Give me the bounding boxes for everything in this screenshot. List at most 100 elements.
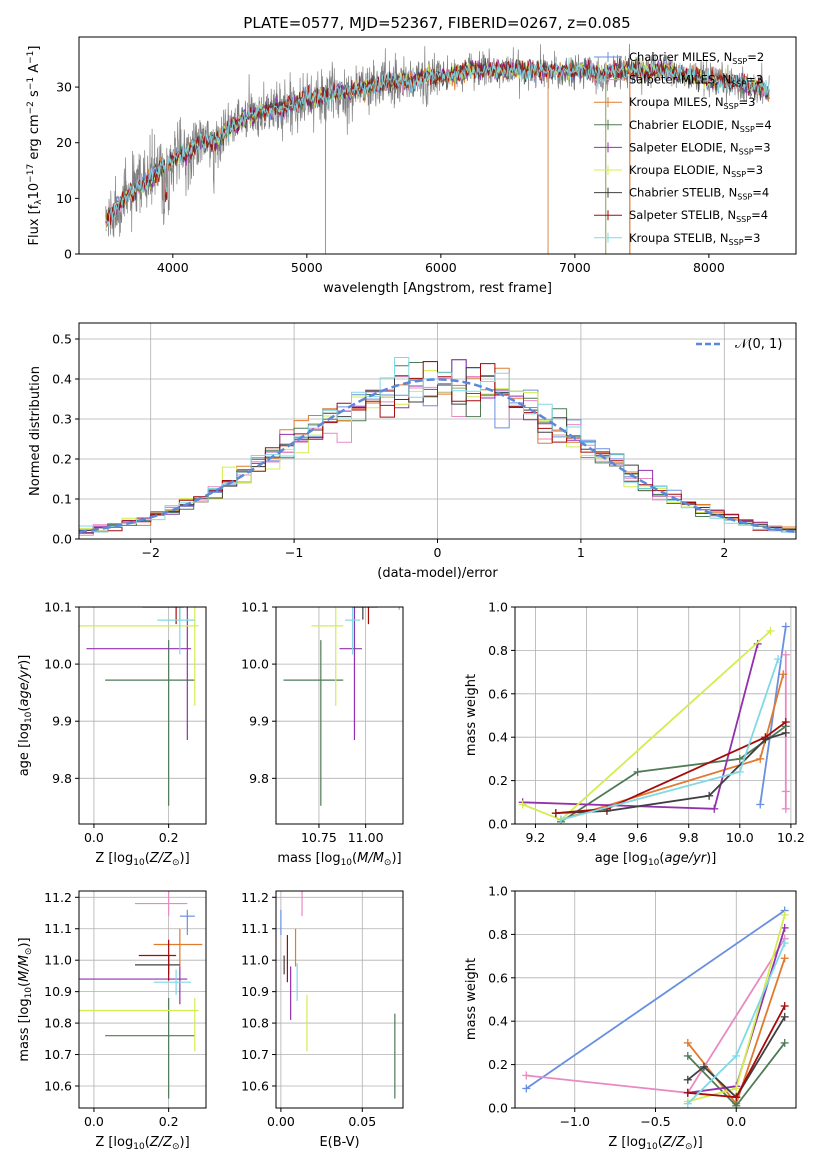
age-vs-Z-frame [78,606,207,825]
histogram-kroupa-stelib [79,357,796,539]
x-axis-label: wavelength [Angstrom, rest frame] [323,281,552,296]
x-tick-label: 9.8 [679,830,699,845]
y-tick-label: 0.5 [52,332,72,347]
errorbar-chabrier-elodie [105,997,195,1099]
y-tick-label: 0.6 [488,970,508,985]
x-tick-label: 4000 [157,260,189,275]
series-chabrier-elodie [683,1038,789,1108]
y-tick-label: 30 [56,80,72,95]
x-axis-label: mass [log10(M/M⊙)] [277,851,401,868]
x-tick-label: 1 [577,545,585,560]
errorbar-salpeter-miles [135,891,188,917]
mass-vs-Z-plot [79,891,203,1099]
legend-label: Chabrier STELIB, NSSP=4 [629,186,769,202]
x-tick-label: 0 [434,545,442,560]
residuals-plot [79,357,796,539]
errorbar-kroupa-stelib [157,607,195,655]
mass-weight-vs-age-axes: 9.2 9.4 9.6 9.8 10.0 10.2 0.0 0.2 0.4 0.6 0.8 1.0 ag… [464,600,805,869]
series-kroupa-stelib [556,655,783,824]
mass-vs-Z-frame [78,890,207,1109]
residuals-axes: −2 −1 0 1 2 0.0 0.1 0.2 0.3 0.4 0.5 (data-model)/er… [28,322,797,581]
series-salpeter-stelib [683,1002,789,1102]
age-vs-mass-axes: 10.75 11.00 9.8 9.9 10.0 10.1 mass [log10(M/M⊙… [241,600,404,868]
x-tick-label: 10.0 [726,830,754,845]
y-tick-label: 0.2 [488,1057,508,1072]
model-spectrum-kroupa-stelib [105,57,770,228]
y-tick-label: 20 [56,135,72,150]
errorbar-salpeter-elodie [86,607,192,741]
x-axis-label: Z [log10(Z/Z⊙)] [95,1135,189,1152]
y-axis-label: mass weight [464,674,479,756]
x-tick-label: 0.0 [726,1114,746,1129]
y-tick-label: 0 [64,247,72,262]
x-tick-label: 7000 [559,260,591,275]
x-tick-label: 0.2 [159,1114,179,1129]
y-tick-label: 10.0 [44,657,72,672]
y-tick-label: 10.6 [44,1078,72,1093]
legend-label: Salpeter MILES, NSSP=3 [629,73,763,89]
x-tick-label: −2 [141,545,159,560]
x-tick-label: 0.2 [159,830,179,845]
y-tick-label: 9.8 [249,771,269,786]
x-axis-label: E(B-V) [319,1135,359,1150]
series-salpeter-elodie [518,639,762,813]
x-tick-label: −1 [285,545,303,560]
y-tick-label: 0.2 [52,452,72,467]
spectrum-axes: 4000 5000 6000 7000 8000 0 10 20 30 wavelength [A… [26,36,797,296]
spectrum-frame [78,36,797,255]
y-tick-label: 0.0 [52,532,72,547]
y-tick-label: 11.0 [44,953,72,968]
x-tick-label: −0.5 [640,1114,670,1129]
y-tick-label: 9.9 [52,714,72,729]
y-tick-label: 11.2 [241,890,269,905]
errorbar-chabrier-elodie [105,640,195,806]
y-tick-label: 0.2 [488,773,508,788]
y-axis-label: Flux [fλ10−17 erg cm−2 s−1 A−1] [26,46,44,246]
errorbar-salpeter-elodie [79,966,188,1005]
mass-weight-vs-age-plot [518,622,790,824]
errorbar-chabrier-stelib [135,955,180,975]
y-tick-label: 0.8 [488,643,508,658]
age-vs-mass-plot [283,607,400,806]
series-chabrier-miles [522,906,789,1093]
mass-vs-ebv-plot [280,891,396,1099]
errorbar-kroupa-miles [153,928,203,967]
x-tick-label: 5000 [291,260,323,275]
x-tick-label: 2 [720,545,728,560]
x-tick-label: 9.2 [525,830,545,845]
errorbar-kroupa-elodie [79,607,199,706]
y-tick-label: 0.0 [488,1101,508,1116]
legend-label: Kroupa STELIB, NSSP=3 [629,231,760,247]
y-tick-label: 0.3 [52,412,72,427]
legend-label: Chabrier MILES, NSSP=2 [629,50,764,66]
histogram-salpeter-stelib [79,361,796,539]
y-tick-label: 10.8 [241,1016,269,1031]
y-axis-label: mass [log10(M/M⊙)] [17,937,34,1061]
errorbar-kroupa-stelib [345,607,361,655]
errorbar-chabrier-miles [179,909,195,936]
y-tick-label: 11.2 [44,890,72,905]
y-tick-label: 9.9 [249,714,269,729]
series-salpeter-stelib [551,718,790,818]
y-tick-label: 1.0 [488,600,508,615]
y-tick-label: 11.1 [44,921,72,936]
x-tick-label: 6000 [425,260,457,275]
x-axis-label: Z [log10(Z/Z⊙)] [95,851,189,868]
y-axis-label: Normed distribution [28,366,43,496]
errorbar-kroupa-miles [154,563,199,597]
y-tick-label: 11.1 [241,921,269,936]
y-axis-label: age [log10(age/yr)] [17,655,34,777]
y-tick-label: 0.6 [488,686,508,701]
x-axis-label: age [log10(age/yr)] [595,851,717,868]
y-tick-label: 9.8 [52,771,72,786]
y-tick-label: 10.1 [44,600,72,615]
mass-vs-ebv-frame [275,890,404,1109]
gaussian-curve [79,378,796,534]
x-tick-label: −1.0 [560,1114,590,1129]
x-tick-label: 9.4 [577,830,597,845]
errorbar-chabrier-miles [180,559,195,588]
legend-label: Salpeter STELIB, NSSP=4 [629,208,768,224]
errorbar-salpeter-stelib [138,939,177,981]
y-tick-label: 10.0 [241,657,269,672]
